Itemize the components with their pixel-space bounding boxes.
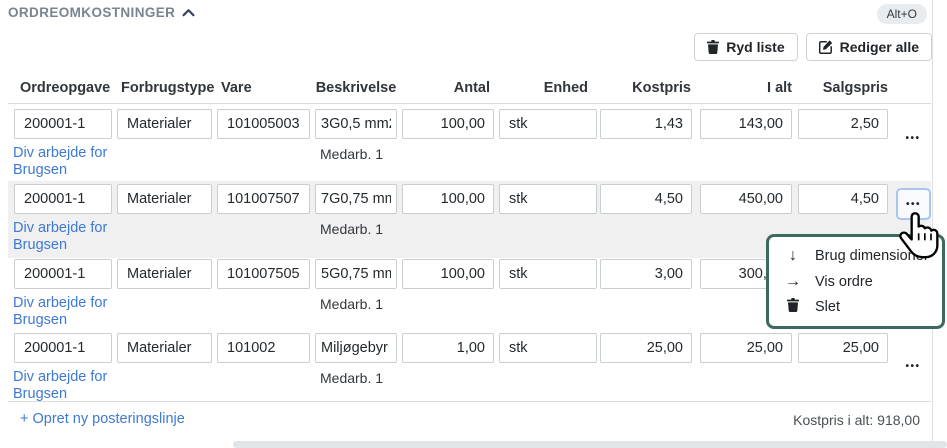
- salgspris-field[interactable]: [798, 109, 888, 139]
- forbrugstype-field[interactable]: [117, 333, 212, 363]
- forbrugstype-field[interactable]: [117, 184, 212, 214]
- ordreopgave-field[interactable]: [14, 259, 112, 289]
- vare-field[interactable]: [217, 184, 310, 214]
- kostpris-field[interactable]: [600, 184, 692, 214]
- horizontal-scrollbar[interactable]: [233, 441, 947, 448]
- column-header-i-alt: I alt: [767, 80, 792, 96]
- enhed-field[interactable]: [499, 184, 597, 214]
- edit-all-button[interactable]: Rediger alle: [805, 33, 932, 61]
- antal-field[interactable]: [402, 109, 494, 139]
- toolbar: Ryd liste Rediger alle: [694, 33, 932, 61]
- column-header-forbrugstype: Forbrugstype: [121, 80, 215, 96]
- beskrivelse-field[interactable]: [315, 333, 397, 363]
- order-task-link[interactable]: Div arbejde for Brugsen: [13, 369, 108, 402]
- i-alt-field[interactable]: [700, 109, 792, 139]
- vare-field[interactable]: [217, 259, 310, 289]
- salgspris-field[interactable]: [798, 184, 888, 214]
- row-menu-button[interactable]: •••: [905, 361, 921, 372]
- employee-note: Medarb. 1: [320, 146, 384, 162]
- row-menu-button-focused[interactable]: •••: [896, 188, 931, 220]
- beskrivelse-field[interactable]: [315, 259, 397, 289]
- ordreopgave-field[interactable]: [14, 184, 112, 214]
- employee-note: Medarb. 1: [320, 370, 384, 386]
- i-alt-field[interactable]: [700, 333, 792, 363]
- salgspris-field[interactable]: [798, 333, 888, 363]
- menu-item-label: Brug dimensioner: [815, 247, 929, 264]
- trash-icon: [707, 40, 720, 54]
- column-header-beskrivelse: Beskrivelse: [315, 80, 397, 96]
- column-header-kostpris: Kostpris: [632, 80, 691, 96]
- menu-item-vis-ordre[interactable]: → Vis ordre: [769, 269, 942, 295]
- clear-list-label: Ryd liste: [726, 39, 785, 55]
- column-header-salgspris: Salgspris: [822, 80, 888, 96]
- column-header-antal: Antal: [453, 80, 490, 96]
- column-header-enhed: Enhed: [543, 80, 588, 96]
- enhed-field[interactable]: [499, 109, 597, 139]
- trash-icon: [784, 298, 802, 316]
- arrow-right-icon: →: [785, 272, 801, 290]
- vare-field[interactable]: [217, 333, 310, 363]
- menu-item-brug-dimensioner[interactable]: ↓ Brug dimensioner: [769, 243, 942, 269]
- antal-field[interactable]: [402, 184, 494, 214]
- total-cost-label: Kostpris i alt:: [793, 412, 874, 428]
- row-context-menu: ↓ Brug dimensioner → Vis ordre Slet: [766, 234, 945, 329]
- antal-field[interactable]: [402, 259, 494, 289]
- i-alt-field[interactable]: [700, 184, 792, 214]
- header-divider: [8, 103, 931, 104]
- kostpris-field[interactable]: [600, 109, 692, 139]
- chevron-up-icon[interactable]: [182, 8, 195, 17]
- vare-field[interactable]: [217, 109, 310, 139]
- shortcut-badge: Alt+O: [876, 4, 927, 24]
- edit-all-label: Rediger alle: [839, 39, 919, 55]
- panel-title: ORDREOMKOSTNINGER: [8, 5, 176, 20]
- order-task-link[interactable]: Div arbejde for Brugsen: [13, 220, 108, 253]
- clear-list-button[interactable]: Ryd liste: [694, 33, 798, 61]
- employee-note: Medarb. 1: [320, 296, 384, 312]
- menu-item-label: Vis ordre: [815, 273, 873, 290]
- kostpris-field[interactable]: [600, 259, 692, 289]
- order-task-link[interactable]: Div arbejde for Brugsen: [13, 145, 108, 178]
- enhed-field[interactable]: [499, 333, 597, 363]
- total-cost-value: 918,00: [877, 412, 920, 428]
- forbrugstype-field[interactable]: [117, 109, 212, 139]
- ordreopgave-field[interactable]: [14, 109, 112, 139]
- order-task-link[interactable]: Div arbejde for Brugsen: [13, 295, 108, 328]
- arrow-down-icon: ↓: [789, 246, 797, 264]
- add-posting-line-link[interactable]: + Opret ny posteringslinje: [20, 411, 185, 427]
- total-cost: Kostpris i alt: 918,00: [793, 412, 920, 428]
- edit-icon: [818, 40, 833, 54]
- row-menu-button[interactable]: •••: [905, 133, 921, 144]
- beskrivelse-field[interactable]: [315, 109, 397, 139]
- menu-item-label: Slet: [815, 299, 840, 316]
- forbrugstype-field[interactable]: [117, 259, 212, 289]
- column-header-vare: Vare: [221, 80, 252, 96]
- column-header-ordreopgave: Ordreopgave: [20, 80, 111, 96]
- menu-item-slet[interactable]: Slet: [769, 294, 942, 320]
- enhed-field[interactable]: [499, 259, 597, 289]
- ordreopgave-field[interactable]: [14, 333, 112, 363]
- kostpris-field[interactable]: [600, 333, 692, 363]
- footer-divider: [8, 401, 931, 402]
- employee-note: Medarb. 1: [320, 221, 384, 237]
- antal-field[interactable]: [402, 333, 494, 363]
- beskrivelse-field[interactable]: [315, 184, 397, 214]
- panel-collapse-header[interactable]: ORDREOMKOSTNINGER: [8, 5, 195, 20]
- panel-right-edge: [932, 0, 933, 448]
